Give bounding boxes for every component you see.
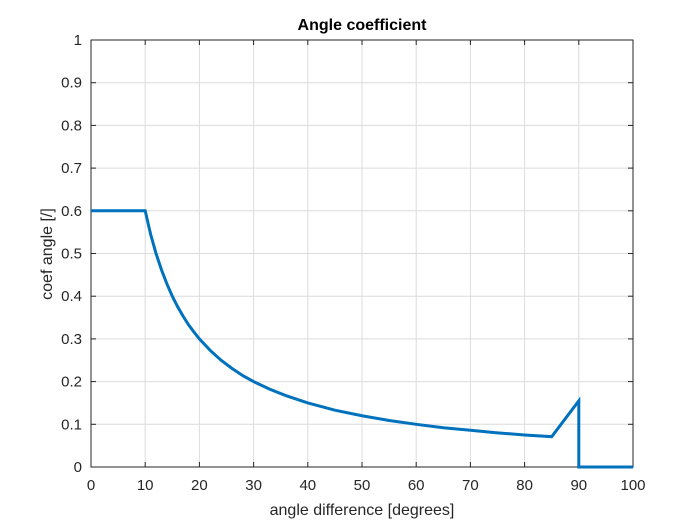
- x-axis-label: angle difference [degrees]: [270, 502, 455, 519]
- x-tick-label: 30: [245, 477, 262, 494]
- x-tick-label: 100: [620, 477, 645, 494]
- y-tick-label: 0.1: [61, 416, 82, 433]
- x-tick-label: 10: [137, 477, 154, 494]
- x-tick-label: 20: [191, 477, 208, 494]
- y-tick-label: 0.2: [61, 374, 82, 391]
- y-tick-label: 0.4: [61, 288, 82, 305]
- chart-title: Angle coefficient: [298, 17, 428, 34]
- series-layer: [91, 209, 633, 469]
- x-tick-label: 90: [570, 477, 587, 494]
- y-tick-label: 0.3: [61, 331, 82, 348]
- y-tick-label: 0.5: [61, 246, 82, 263]
- y-axis-label: coef angle [/]: [39, 208, 56, 300]
- x-tick-label: 70: [462, 477, 479, 494]
- y-tick-label: 0.7: [61, 160, 82, 177]
- tick-layer: 0 10 20 30 40 50 60 70 80 90 100 0 0.1 0.2 0.3 0.4 0.5 0.…: [61, 32, 645, 494]
- y-tick-label: 0.9: [61, 75, 82, 92]
- x-tick-label: 40: [299, 477, 316, 494]
- y-tick-label: 0: [74, 459, 82, 476]
- y-tick-label: 1: [74, 32, 82, 49]
- grid-layer: [90, 39, 634, 468]
- x-tick-label: 0: [87, 477, 95, 494]
- x-tick-label: 80: [516, 477, 533, 494]
- x-tick-label: 50: [354, 477, 371, 494]
- y-tick-label: 0.8: [61, 117, 82, 134]
- x-tick-label: 60: [408, 477, 425, 494]
- series-line: [91, 209, 633, 469]
- y-tick-label: 0.6: [61, 203, 82, 220]
